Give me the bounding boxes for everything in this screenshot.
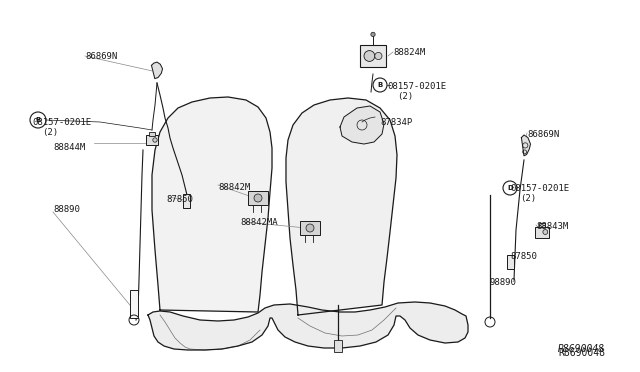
Text: 87850: 87850 bbox=[166, 195, 193, 204]
Polygon shape bbox=[152, 62, 163, 78]
Text: 87850: 87850 bbox=[510, 252, 537, 261]
Bar bbox=[146, 135, 158, 145]
Polygon shape bbox=[148, 302, 468, 350]
Circle shape bbox=[371, 32, 375, 36]
Text: B: B bbox=[378, 82, 383, 88]
Text: R8690048: R8690048 bbox=[558, 344, 605, 354]
Circle shape bbox=[153, 138, 157, 142]
Text: 88844M: 88844M bbox=[53, 143, 85, 152]
Bar bbox=[536, 227, 548, 237]
Circle shape bbox=[30, 112, 46, 128]
Bar bbox=[183, 194, 190, 208]
Circle shape bbox=[375, 52, 382, 60]
Text: 87834P: 87834P bbox=[380, 118, 412, 127]
Circle shape bbox=[543, 230, 548, 234]
Text: (2): (2) bbox=[397, 92, 413, 101]
Bar bbox=[248, 191, 268, 205]
Text: 86869N: 86869N bbox=[527, 130, 559, 139]
Bar bbox=[334, 340, 342, 352]
Bar bbox=[300, 221, 320, 235]
Bar bbox=[130, 290, 138, 318]
Text: 88824M: 88824M bbox=[393, 48, 425, 57]
Text: 88843M: 88843M bbox=[536, 222, 568, 231]
Polygon shape bbox=[286, 98, 397, 315]
Text: 88842M: 88842M bbox=[218, 183, 250, 192]
Text: 08157-0201E: 08157-0201E bbox=[32, 118, 91, 127]
Circle shape bbox=[373, 78, 387, 92]
Circle shape bbox=[364, 51, 375, 61]
Bar bbox=[149, 132, 155, 135]
Bar bbox=[507, 255, 514, 269]
Circle shape bbox=[306, 224, 314, 232]
Text: 88890: 88890 bbox=[53, 205, 80, 214]
Circle shape bbox=[254, 194, 262, 202]
Circle shape bbox=[503, 181, 517, 195]
Polygon shape bbox=[340, 106, 384, 144]
Text: 88842MA: 88842MA bbox=[240, 218, 278, 227]
Text: 86869N: 86869N bbox=[85, 52, 117, 61]
Bar bbox=[360, 45, 385, 67]
Text: 08157-0201E: 08157-0201E bbox=[510, 184, 569, 193]
Polygon shape bbox=[152, 97, 272, 312]
Text: R8690048: R8690048 bbox=[558, 348, 605, 358]
Text: B: B bbox=[35, 117, 40, 123]
Text: D: D bbox=[507, 185, 513, 191]
Text: 08157-0201E: 08157-0201E bbox=[387, 82, 446, 91]
Text: (2): (2) bbox=[520, 194, 536, 203]
Text: (2): (2) bbox=[42, 128, 58, 137]
Polygon shape bbox=[522, 135, 531, 156]
Bar bbox=[539, 223, 545, 227]
Text: 98890: 98890 bbox=[490, 278, 517, 287]
